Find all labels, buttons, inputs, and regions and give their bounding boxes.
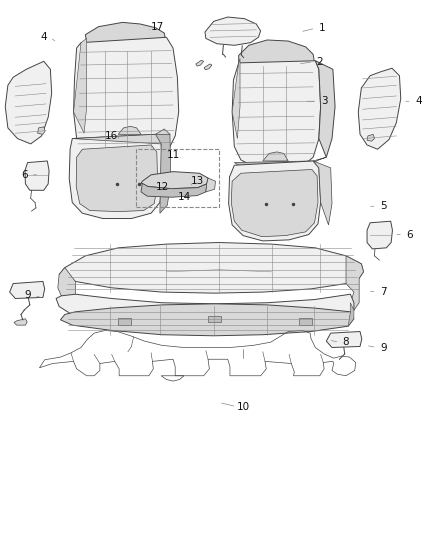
Text: 6: 6	[21, 170, 28, 180]
Polygon shape	[58, 268, 75, 301]
Polygon shape	[206, 178, 215, 192]
Polygon shape	[313, 161, 332, 225]
Polygon shape	[155, 134, 171, 213]
Text: 9: 9	[24, 290, 31, 300]
Polygon shape	[141, 183, 207, 197]
Polygon shape	[69, 134, 163, 219]
Text: 11: 11	[166, 150, 180, 159]
Text: 17: 17	[151, 22, 164, 31]
Polygon shape	[25, 161, 49, 190]
Text: 4: 4	[40, 33, 47, 42]
Polygon shape	[232, 61, 321, 169]
Polygon shape	[56, 294, 354, 325]
Polygon shape	[72, 129, 170, 144]
Text: 5: 5	[380, 201, 387, 211]
Text: 1: 1	[318, 23, 325, 33]
Polygon shape	[315, 61, 335, 157]
Polygon shape	[358, 68, 401, 149]
Polygon shape	[76, 145, 158, 212]
Polygon shape	[5, 61, 52, 144]
Text: 9: 9	[380, 343, 387, 352]
Polygon shape	[196, 60, 204, 66]
Polygon shape	[326, 332, 362, 348]
Polygon shape	[232, 59, 240, 139]
Text: 16: 16	[105, 131, 118, 141]
Polygon shape	[118, 126, 141, 134]
Text: 12: 12	[155, 182, 169, 191]
Polygon shape	[118, 318, 131, 325]
Polygon shape	[141, 172, 208, 189]
Polygon shape	[348, 303, 354, 326]
Polygon shape	[14, 319, 27, 325]
Polygon shape	[231, 169, 318, 237]
Bar	[136, 149, 219, 207]
Polygon shape	[234, 157, 326, 169]
Text: 4: 4	[415, 96, 422, 106]
Polygon shape	[299, 318, 312, 325]
Text: 14: 14	[177, 192, 191, 202]
Polygon shape	[204, 64, 212, 70]
Polygon shape	[263, 152, 288, 161]
Polygon shape	[85, 22, 166, 51]
Text: 10: 10	[237, 402, 250, 411]
Polygon shape	[239, 40, 314, 75]
Text: 2: 2	[316, 57, 323, 67]
Text: 7: 7	[380, 287, 387, 296]
Text: 3: 3	[321, 96, 328, 106]
Polygon shape	[74, 37, 179, 158]
Polygon shape	[346, 256, 364, 310]
Polygon shape	[38, 127, 45, 134]
Polygon shape	[208, 316, 221, 322]
Polygon shape	[59, 243, 364, 293]
Polygon shape	[229, 161, 321, 241]
Polygon shape	[367, 134, 374, 141]
Text: 13: 13	[191, 176, 204, 186]
Text: 8: 8	[343, 337, 350, 347]
Polygon shape	[60, 304, 354, 336]
Polygon shape	[205, 17, 261, 45]
Text: 6: 6	[406, 230, 413, 239]
Polygon shape	[367, 221, 392, 249]
Polygon shape	[10, 281, 45, 298]
Polygon shape	[74, 38, 87, 133]
